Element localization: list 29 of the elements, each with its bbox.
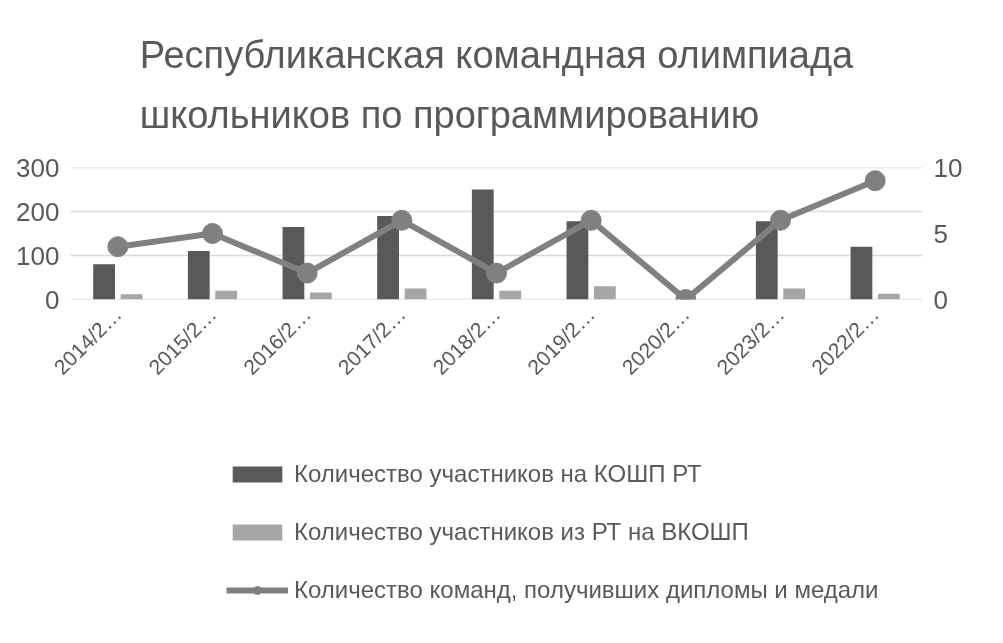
bar [471, 189, 494, 300]
legend-label: Количество команд, получивших дипломы и медали [294, 576, 879, 604]
y-tick-label: 100 [16, 240, 60, 271]
bar [783, 288, 806, 300]
y2-tick-label: 0 [933, 284, 948, 315]
bar [594, 286, 616, 300]
y2-tick-label: 5 [933, 218, 948, 249]
bar [93, 264, 115, 300]
legend-label: Количество участников из РТ на ВКОШП [294, 518, 749, 546]
bar [187, 251, 210, 300]
legend-label: Количество участников на КОШП РТ [294, 460, 702, 488]
y-tick-label: 300 [16, 152, 60, 183]
chart-title: Республиканская командная олимпиада школьников по программированию [139, 33, 855, 137]
point [486, 262, 507, 284]
bar [120, 294, 143, 300]
bar [215, 290, 238, 300]
bar [310, 292, 332, 300]
point [391, 209, 413, 231]
y2-tick-label: 10 [933, 152, 963, 183]
point [296, 262, 318, 284]
point [202, 223, 223, 244]
y-tick-label: 200 [16, 196, 60, 227]
point [580, 209, 602, 231]
bar [850, 246, 873, 300]
bar [499, 290, 522, 300]
point [864, 170, 886, 192]
point [107, 236, 129, 258]
point [770, 209, 791, 231]
y-tick-label: 0 [45, 284, 60, 315]
